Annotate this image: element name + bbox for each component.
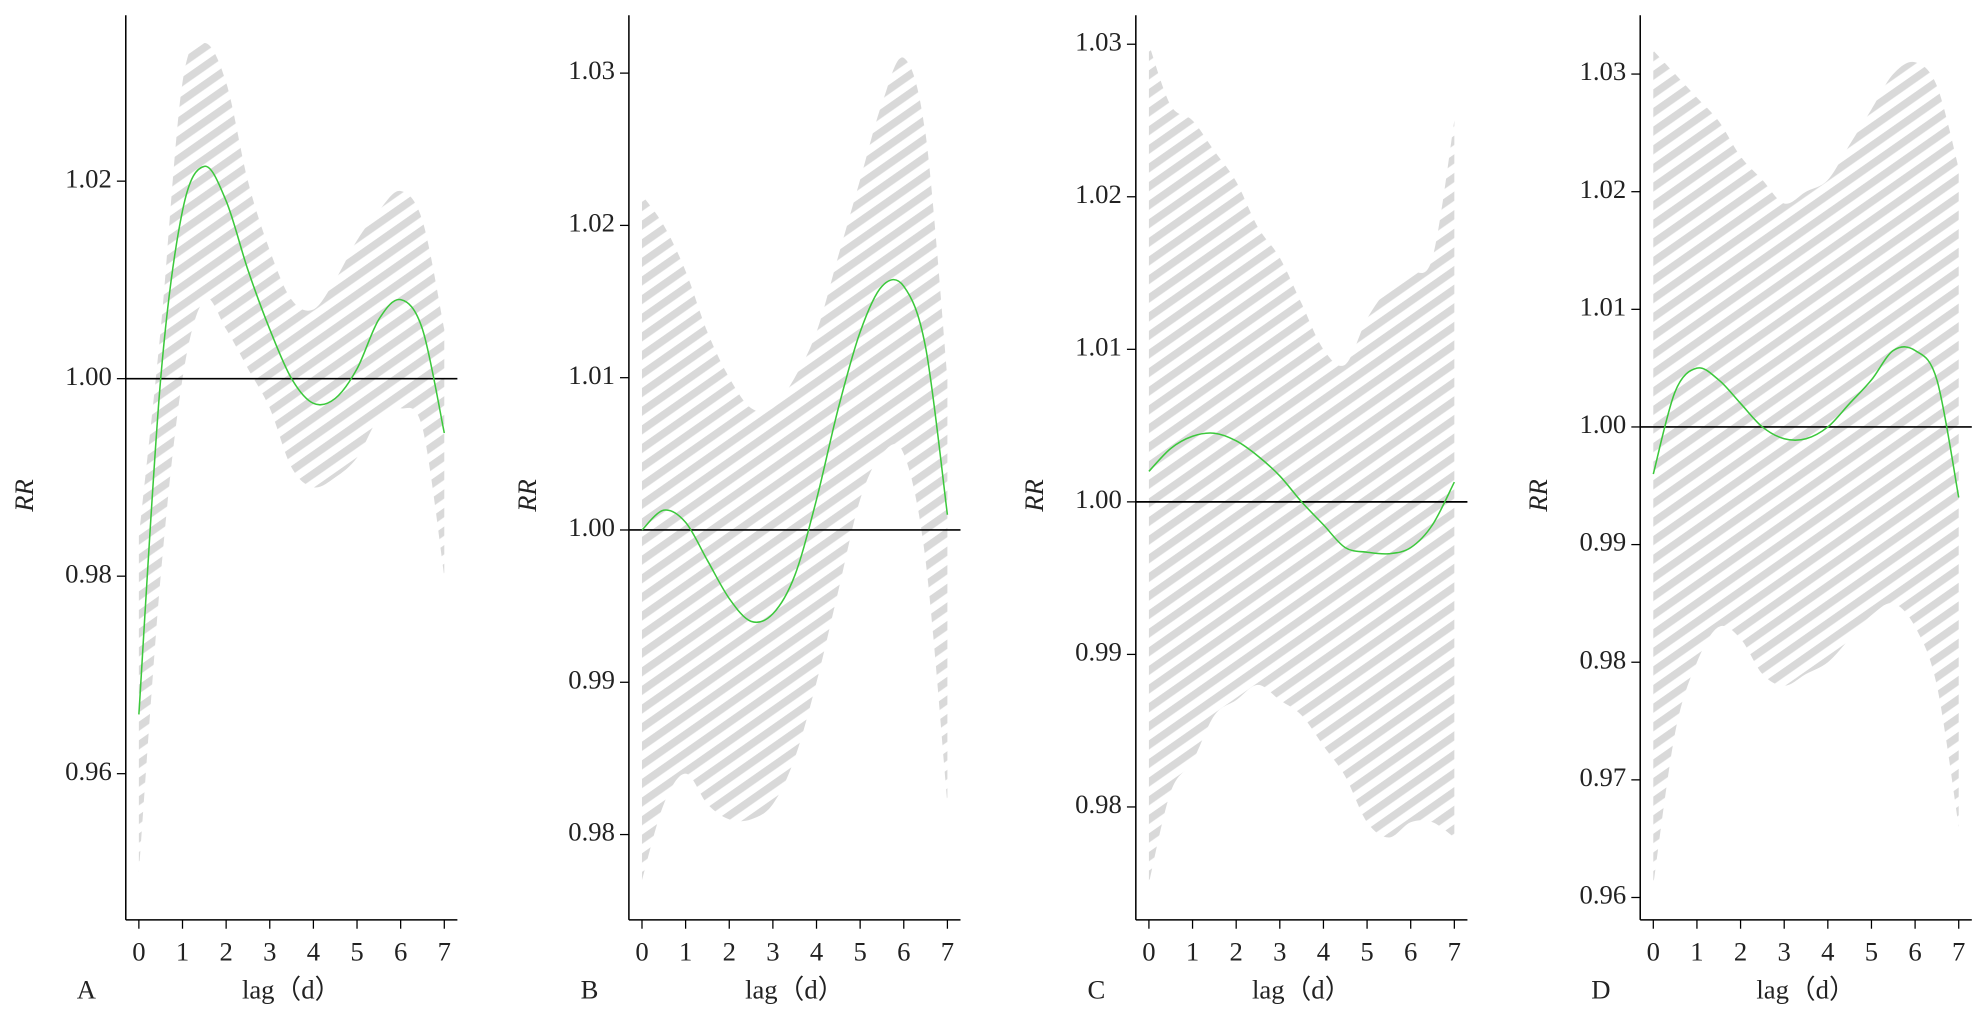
y-tick-label: 1.01	[1580, 291, 1627, 321]
y-tick-label: 1.00	[1580, 409, 1627, 439]
y-axis-label: RR	[1019, 479, 1049, 513]
y-axis-label: RR	[512, 479, 542, 513]
confidence-band	[641, 57, 948, 881]
x-tick-label: 2	[219, 936, 232, 966]
x-tick-label: 5	[1865, 936, 1878, 966]
x-tick-label: 3	[1273, 936, 1286, 966]
x-tick-label: 1	[679, 936, 692, 966]
panel-label: D	[1591, 974, 1610, 1004]
y-tick-label: 0.98	[1580, 644, 1627, 674]
x-tick-label: 3	[1778, 936, 1791, 966]
x-tick-label: 6	[897, 936, 910, 966]
x-tick-label: 0	[1647, 936, 1660, 966]
x-tick-label: 0	[1142, 936, 1155, 966]
x-tick-label: 0	[132, 936, 145, 966]
x-axis-label: lag（d）	[242, 974, 341, 1004]
x-axis-label: lag（d）	[1756, 974, 1855, 1004]
y-tick-label: 0.98	[65, 558, 112, 588]
y-tick-label: 0.98	[568, 817, 615, 847]
x-tick-label: 2	[1734, 936, 1747, 966]
y-tick-label: 1.02	[568, 208, 615, 238]
rr-curve	[1148, 432, 1456, 555]
y-tick-label: 1.00	[65, 361, 112, 391]
x-tick-label: 7	[941, 936, 954, 966]
x-tick-label: 4	[810, 936, 823, 966]
x-axis-label: lag（d）	[745, 974, 844, 1004]
x-tick-label: 6	[394, 936, 407, 966]
x-tick-label: 4	[307, 936, 320, 966]
x-tick-label: 4	[1317, 936, 1330, 966]
x-tick-label: 1	[1186, 936, 1199, 966]
y-axis-label: RR	[1523, 479, 1553, 513]
panel-label: B	[581, 974, 599, 1004]
x-tick-label: 6	[1404, 936, 1417, 966]
y-tick-label: 1.03	[1580, 56, 1627, 86]
x-tick-label: 3	[263, 936, 276, 966]
panel-label: A	[77, 974, 97, 1004]
x-tick-label: 1	[1690, 936, 1703, 966]
y-tick-label: 1.01	[568, 360, 615, 390]
y-tick-label: 1.02	[1580, 174, 1627, 204]
x-tick-label: 6	[1908, 936, 1921, 966]
y-tick-label: 0.99	[1075, 637, 1122, 667]
x-tick-label: 7	[1448, 936, 1461, 966]
x-tick-label: 0	[635, 936, 648, 966]
x-tick-label: 5	[1360, 936, 1373, 966]
x-tick-label: 7	[438, 936, 451, 966]
x-tick-label: 5	[853, 936, 866, 966]
y-tick-label: 1.02	[65, 163, 112, 193]
x-tick-label: 2	[723, 936, 736, 966]
x-tick-label: 1	[176, 936, 189, 966]
confidence-band	[138, 42, 445, 873]
y-tick-label: 0.98	[1075, 789, 1122, 819]
y-tick-label: 1.02	[1075, 179, 1122, 209]
x-tick-label: 5	[350, 936, 363, 966]
y-tick-label: 1.00	[1075, 484, 1122, 514]
x-tick-label: 7	[1952, 936, 1965, 966]
y-tick-label: 0.99	[568, 664, 615, 694]
y-tick-label: 1.01	[1075, 331, 1122, 361]
panel: 0.96 0.97 0.98 0.99 1.00 1.01 1.02 1.03 0 1 2 3 4 5 6 7…	[1523, 15, 1972, 1004]
x-tick-label: 4	[1821, 936, 1834, 966]
y-tick-label: 1.03	[568, 55, 615, 85]
x-axis-label: lag（d）	[1252, 974, 1351, 1004]
panel: 0.96 0.98 1.00 1.02 0 1 2 3 4 5 6 7 lag（d） A RR	[9, 15, 458, 1004]
panel: 0.980.991.001.011.021.030 1 2 3 4 5 6 7lag（d）CR…	[1019, 15, 1468, 1004]
y-axis-label: RR	[9, 479, 39, 513]
confidence-band	[1148, 44, 1455, 884]
y-tick-label: 0.99	[1580, 527, 1627, 557]
x-tick-label: 2	[1230, 936, 1243, 966]
panel: 0.980.991.001.011.021.030 1 2 3 4 5 6 7lag（d）BR…	[512, 15, 961, 1004]
y-tick-label: 1.03	[1075, 26, 1122, 56]
panel-label: C	[1088, 974, 1106, 1004]
rr-curve	[1652, 346, 1960, 498]
y-tick-label: 0.96	[65, 756, 112, 786]
confidence-band	[1653, 50, 1959, 886]
y-tick-label: 0.96	[1580, 880, 1627, 910]
rr-curve	[641, 278, 949, 624]
rr-curve	[138, 165, 446, 715]
y-tick-label: 0.97	[1580, 762, 1627, 792]
y-tick-label: 1.00	[568, 512, 615, 542]
x-tick-label: 3	[766, 936, 779, 966]
